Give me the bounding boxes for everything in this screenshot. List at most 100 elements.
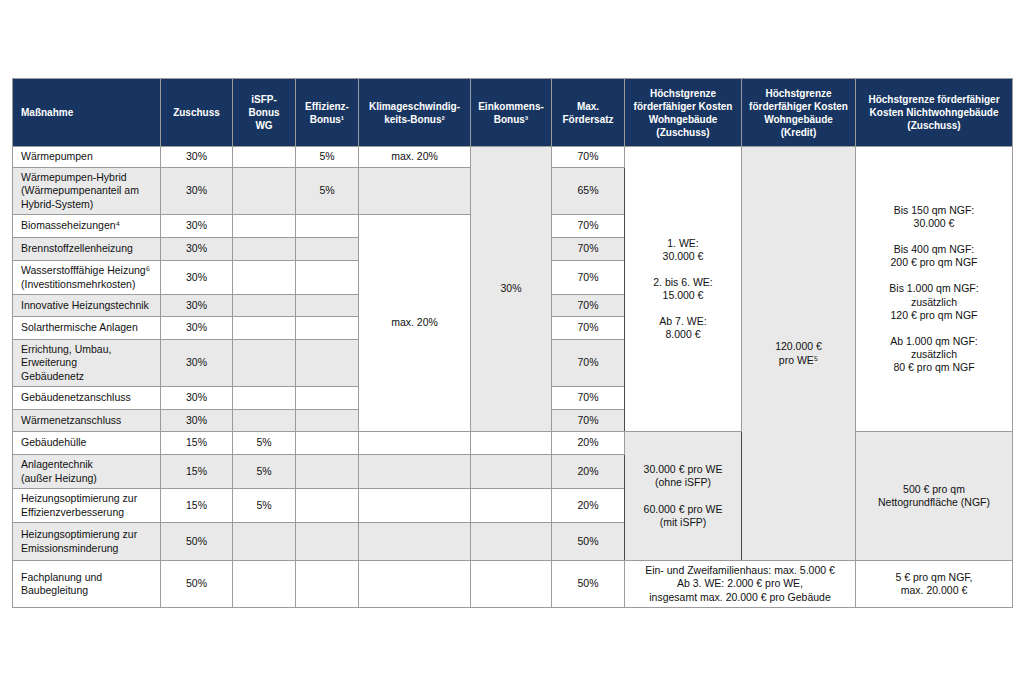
table-row: Wärmepumpen 30% 5% max. 20% 30% 70% 1. W… [13, 147, 1013, 168]
cell [471, 561, 552, 608]
cell [296, 295, 359, 317]
cell [296, 238, 359, 261]
cell [296, 340, 359, 387]
cell [233, 561, 296, 608]
cell [233, 238, 296, 261]
merged-cell-wg-fachplanung: Ein- und Zweifamilienhaus: max. 5.000 € … [625, 561, 856, 608]
table-row: Fachplanung und Baubegleitung 50% 50% Ei… [13, 561, 1013, 608]
measure-label: Anlagentechnik (außer Heizung) [13, 455, 161, 489]
cell: 70% [552, 261, 625, 295]
cell [233, 410, 296, 432]
cell [296, 455, 359, 489]
cell [471, 432, 552, 455]
cell: 30% [161, 340, 233, 387]
header-effizienz-bonus: Effizienz- Bonus¹ [296, 79, 359, 147]
table-row: Gebäudehülle 15% 5% 20% 30.000 € pro WE … [13, 432, 1013, 455]
cell: 30% [161, 387, 233, 410]
cell: 15% [161, 455, 233, 489]
cell [233, 340, 296, 387]
measure-label: Wasserstofffähige Heizung⁶ (Investitions… [13, 261, 161, 295]
cell [471, 455, 552, 489]
header-hoechstgrenze-nwg-zuschuss: Höchstgrenze förderfähiger Kosten Nichtw… [856, 79, 1013, 147]
cell: 30% [161, 261, 233, 295]
measure-label: Heizungsoptimierung zur Effizienzverbess… [13, 489, 161, 523]
cell [471, 489, 552, 523]
cell: 70% [552, 340, 625, 387]
cell: 50% [161, 523, 233, 561]
cell [359, 168, 471, 215]
cell: 50% [552, 523, 625, 561]
beg-funding-table: Maßnahme Zuschuss iSFP- Bonus WG Effizie… [12, 78, 1013, 608]
cell: 5% [233, 489, 296, 523]
cell: 70% [552, 317, 625, 340]
merged-cell-wg-zuschuss-effizienz: 30.000 € pro WE (ohne iSFP) 60.000 € pro… [625, 432, 742, 561]
measure-label: Solarthermische Anlagen [13, 317, 161, 340]
cell [296, 317, 359, 340]
measure-label: Heizungsoptimierung zur Emissionsminderu… [13, 523, 161, 561]
cell: 30% [161, 147, 233, 168]
cell: 30% [161, 238, 233, 261]
merged-cell-nwg-heizung: Bis 150 qm NGF: 30.000 € Bis 400 qm NGF:… [856, 147, 1013, 432]
cell: 30% [161, 317, 233, 340]
cell [296, 215, 359, 238]
cell [296, 432, 359, 455]
cell: 70% [552, 295, 625, 317]
cell [233, 523, 296, 561]
header-einkommens-bonus: Einkommens- Bonus³ [471, 79, 552, 147]
header-hoechstgrenze-wg-kredit: Höchstgrenze förderfähiger Kosten Wohnge… [742, 79, 856, 147]
cell: 30% [161, 410, 233, 432]
merged-cell-wg-zuschuss-heizung: 1. WE: 30.000 € 2. bis 6. WE: 15.000 € A… [625, 147, 742, 432]
measure-label: Errichtung, Umbau, Erweiterung Gebäudene… [13, 340, 161, 387]
header-isfp-bonus: iSFP- Bonus WG [233, 79, 296, 147]
cell [296, 410, 359, 432]
measure-label: Gebäudehülle [13, 432, 161, 455]
cell: max. 20% [359, 147, 471, 168]
cell: 70% [552, 387, 625, 410]
cell: 20% [552, 489, 625, 523]
cell [359, 432, 471, 455]
cell: 50% [161, 561, 233, 608]
cell: 5% [233, 432, 296, 455]
cell: 15% [161, 432, 233, 455]
cell: 30% [161, 168, 233, 215]
header-klima-bonus: Klimageschwindig- keits-Bonus² [359, 79, 471, 147]
cell-nwg-fachplanung: 5 € pro qm NGF, max. 20.000 € [856, 561, 1013, 608]
cell: 20% [552, 432, 625, 455]
measure-label: Wärmepumpen [13, 147, 161, 168]
header-max-foerdersatz: Max. Fördersatz [552, 79, 625, 147]
merged-cell-klima-bonus: max. 20% [359, 215, 471, 432]
cell: 5% [233, 455, 296, 489]
cell: 65% [552, 168, 625, 215]
measure-label: Wärmenetzanschluss [13, 410, 161, 432]
merged-cell-nwg-effizienz: 500 € pro qm Nettogrundfläche (NGF) [856, 432, 1013, 561]
cell: 70% [552, 215, 625, 238]
header-zuschuss: Zuschuss [161, 79, 233, 147]
cell [233, 261, 296, 295]
cell: 15% [161, 489, 233, 523]
cell [233, 215, 296, 238]
cell [359, 455, 471, 489]
cell: 30% [161, 215, 233, 238]
header-massnahme: Maßnahme [13, 79, 161, 147]
cell [296, 523, 359, 561]
cell: 70% [552, 147, 625, 168]
cell: 70% [552, 410, 625, 432]
cell: 20% [552, 455, 625, 489]
cell [359, 523, 471, 561]
cell [359, 489, 471, 523]
merged-cell-wg-kredit: 120.000 € pro WE⁵ [742, 147, 856, 561]
cell [233, 317, 296, 340]
cell: 5% [296, 168, 359, 215]
cell [471, 523, 552, 561]
measure-label: Brennstoffzellenheizung [13, 238, 161, 261]
cell [233, 147, 296, 168]
cell [296, 489, 359, 523]
cell [296, 387, 359, 410]
measure-label: Biomasseheizungen⁴ [13, 215, 161, 238]
measure-label: Wärmepumpen-Hybrid (Wärmepumpenanteil am… [13, 168, 161, 215]
merged-cell-einkommens-bonus: 30% [471, 147, 552, 432]
header-row: Maßnahme Zuschuss iSFP- Bonus WG Effizie… [13, 79, 1013, 147]
cell [296, 261, 359, 295]
funding-table-container: Maßnahme Zuschuss iSFP- Bonus WG Effizie… [12, 78, 1012, 608]
cell: 50% [552, 561, 625, 608]
